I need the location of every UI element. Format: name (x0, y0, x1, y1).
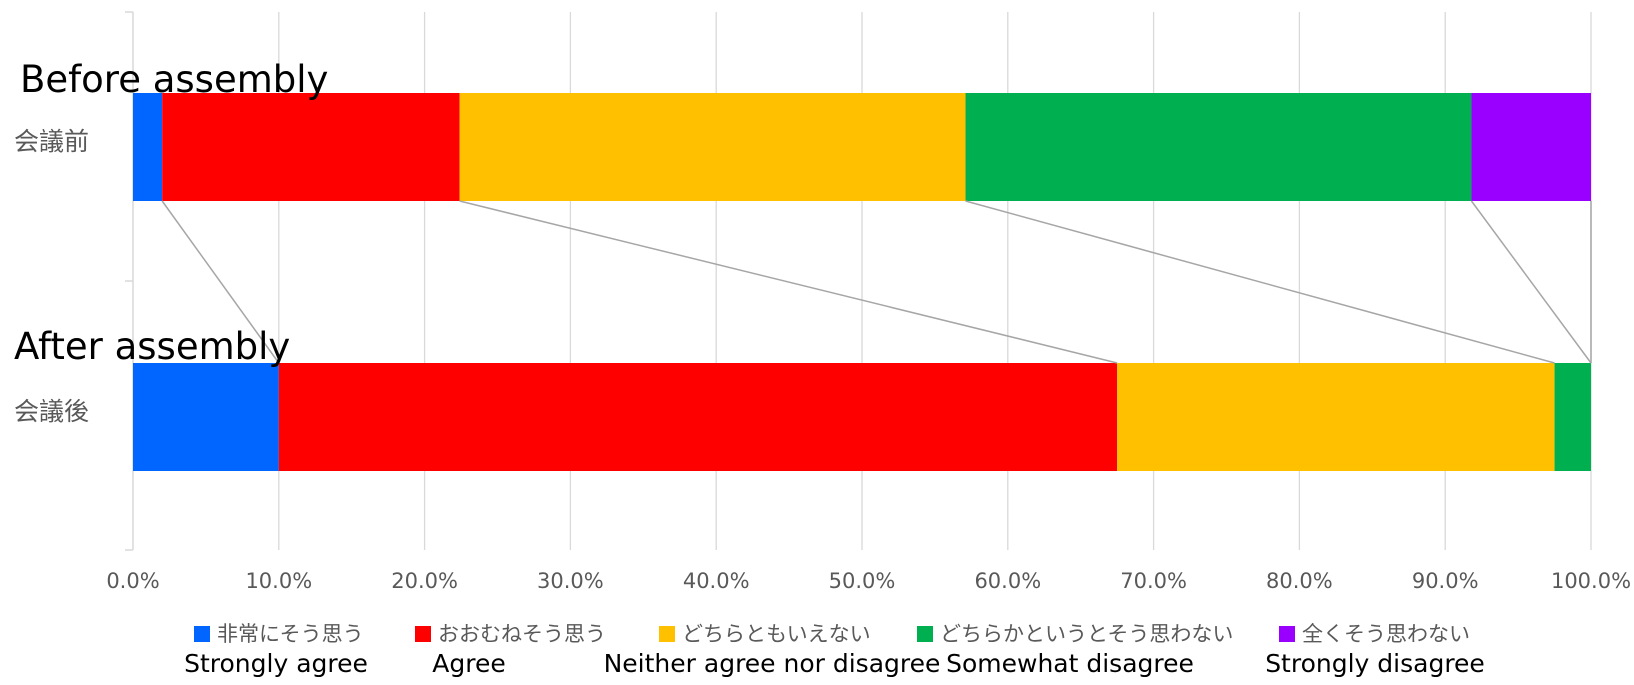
legend-label: 全くそう思わない (1302, 622, 1470, 646)
category-annotation: Before assembly (20, 58, 328, 101)
legend-label: どちらかというとそう思わない (940, 622, 1233, 646)
legend-swatch (1279, 626, 1295, 642)
legend-label-english: Neither agree nor disagree (604, 649, 941, 678)
x-tick-label: 90.0% (1412, 569, 1479, 593)
x-tick-label: 0.0% (106, 569, 159, 593)
legend-swatch (917, 626, 933, 642)
category-annotation: After assembly (14, 325, 290, 368)
legend-swatch (194, 626, 210, 642)
x-tick-label: 40.0% (683, 569, 750, 593)
series-connector-line (161, 200, 280, 364)
bar-segment (459, 93, 966, 201)
legend-swatch (659, 626, 675, 642)
x-tick-label: 20.0% (391, 569, 458, 593)
x-tick-label: 10.0% (245, 569, 312, 593)
x-tick-label: 100.0% (1551, 569, 1631, 593)
category-label: 会議前 (14, 127, 89, 156)
x-tick-label: 60.0% (974, 569, 1041, 593)
legend-label-english: Strongly disagree (1265, 649, 1485, 678)
legend-label: どちらともいえない (682, 622, 871, 646)
bar-segment (1554, 363, 1591, 471)
bar-segment (965, 93, 1472, 201)
bar-segment (1471, 93, 1591, 201)
legend-label: 非常にそう思う (217, 622, 364, 646)
legend-label-english: Strongly agree (184, 649, 368, 678)
series-connector-line (965, 200, 1555, 364)
bar-segment (278, 363, 1118, 471)
legend-label-english: Agree (432, 649, 505, 678)
bar-segment (133, 363, 279, 471)
legend-label: おおむねそう思う (438, 622, 606, 646)
x-tick-label: 30.0% (537, 569, 604, 593)
bar-segment (133, 93, 163, 201)
bar-segment (162, 93, 460, 201)
legend-swatch (415, 626, 431, 642)
bar-segment (1117, 363, 1555, 471)
x-tick-label: 50.0% (829, 569, 896, 593)
x-tick-label: 80.0% (1266, 569, 1333, 593)
series-connector-line (459, 200, 1118, 364)
category-label: 会議後 (14, 397, 89, 426)
legend-label-english: Somewhat disagree (946, 649, 1194, 678)
series-connector-line (1470, 200, 1592, 364)
x-tick-label: 70.0% (1120, 569, 1187, 593)
